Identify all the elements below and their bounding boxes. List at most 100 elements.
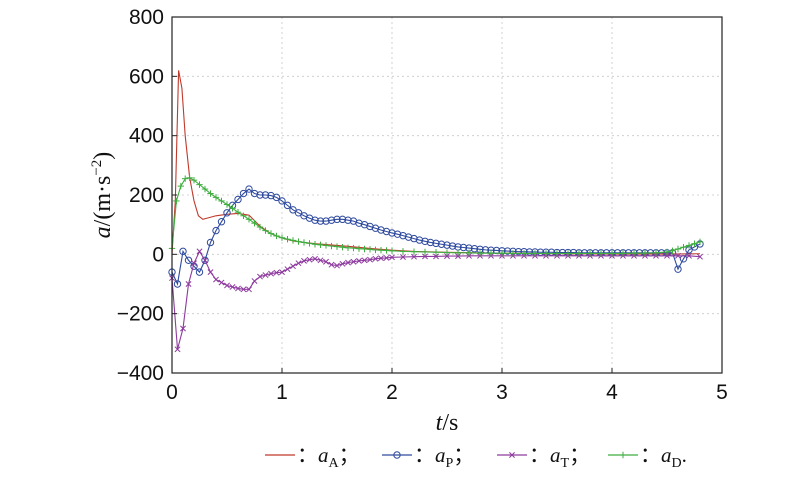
legend-item-t: ：aT； bbox=[497, 443, 590, 471]
series-t-point bbox=[306, 256, 313, 263]
legend-item-d-marker bbox=[619, 451, 627, 459]
series-p-point bbox=[289, 206, 297, 214]
series-p-point bbox=[184, 256, 193, 264]
series-t-point bbox=[389, 254, 395, 261]
series-p-point bbox=[316, 217, 325, 225]
series-p-point bbox=[443, 241, 451, 249]
series-p-point bbox=[223, 209, 231, 217]
series-p-point bbox=[503, 247, 512, 255]
series-d-point bbox=[344, 244, 352, 252]
y-tick-label: 200 bbox=[129, 184, 164, 207]
series-t-point bbox=[367, 256, 373, 263]
series-d-point bbox=[542, 250, 550, 257]
x-axis-label: t/s bbox=[436, 410, 459, 436]
series-d-point bbox=[388, 247, 396, 254]
legend-item-t-label: ：aT； bbox=[529, 443, 590, 471]
series-t-point bbox=[361, 257, 368, 264]
x-axis-unit: /s bbox=[442, 410, 458, 436]
series-p-point bbox=[217, 218, 226, 226]
series-p-point bbox=[404, 233, 413, 241]
series-p-line bbox=[171, 188, 701, 286]
y-tick-label: 800 bbox=[129, 6, 164, 29]
series-d-point bbox=[245, 216, 253, 223]
series-d-point bbox=[685, 242, 693, 249]
series-layer bbox=[168, 70, 704, 353]
series-d-point bbox=[465, 249, 473, 257]
series-p-point bbox=[212, 226, 220, 235]
series-t-point bbox=[290, 263, 296, 270]
series-p-point bbox=[437, 240, 446, 248]
legend-item-p-var: a bbox=[435, 443, 446, 467]
series-p-point bbox=[173, 280, 182, 288]
legend-item-t-var: a bbox=[550, 443, 561, 467]
legend-item-p-sep: ； bbox=[453, 443, 474, 467]
series-t bbox=[169, 248, 703, 353]
series-d-point bbox=[173, 197, 180, 205]
series-d-point bbox=[564, 250, 572, 257]
series-t-point bbox=[323, 258, 329, 265]
x-tick-label: 0 bbox=[166, 381, 178, 404]
series-p-point bbox=[448, 242, 457, 250]
series-d-point bbox=[476, 249, 484, 257]
series-t-point bbox=[697, 253, 703, 260]
series-d-point bbox=[454, 249, 462, 257]
series-d-point bbox=[284, 236, 291, 243]
y-axis-close: ) bbox=[90, 152, 116, 160]
series-p-point bbox=[206, 238, 215, 247]
series-t-point bbox=[246, 286, 252, 293]
series-d-point bbox=[361, 245, 368, 253]
series-t-point bbox=[339, 260, 346, 267]
series-t-point bbox=[350, 258, 357, 265]
series-p-point bbox=[239, 189, 248, 198]
series-t-point bbox=[328, 261, 335, 268]
legend-item-p-marker bbox=[393, 451, 401, 459]
y-axis-exponent: −2 bbox=[89, 160, 105, 176]
series-d-point bbox=[229, 205, 236, 212]
series-d-point bbox=[201, 185, 209, 193]
series-t-point bbox=[664, 252, 670, 259]
series-t-point bbox=[444, 253, 450, 260]
series-d-point bbox=[355, 245, 363, 252]
series-d-point bbox=[674, 245, 682, 253]
series-t-point bbox=[202, 257, 208, 264]
series-p-point bbox=[272, 193, 281, 202]
series-d-point bbox=[256, 223, 264, 231]
series-d-point bbox=[328, 242, 335, 250]
legend-item-a-sub: A bbox=[329, 456, 340, 471]
series-t-point bbox=[191, 260, 197, 267]
series-t-point bbox=[180, 325, 186, 332]
legend-item-d: ：aD. bbox=[608, 443, 687, 471]
series-d-point bbox=[177, 182, 184, 190]
series-d-point bbox=[339, 244, 346, 251]
series-a bbox=[171, 70, 701, 255]
series-a-line bbox=[171, 70, 701, 255]
series-t-point bbox=[295, 260, 302, 267]
x-tick-label: 5 bbox=[716, 381, 728, 404]
series-p bbox=[168, 185, 704, 288]
series-p-point bbox=[278, 197, 286, 205]
series-d-point bbox=[240, 212, 247, 219]
series-p-point bbox=[234, 195, 242, 204]
series-p-point bbox=[294, 209, 303, 217]
series-t-point bbox=[433, 253, 439, 260]
series-p-point bbox=[179, 247, 187, 256]
series-d-point bbox=[443, 249, 451, 256]
series-d-point bbox=[641, 249, 649, 257]
series-d-point bbox=[696, 238, 704, 246]
series-p-point bbox=[250, 189, 259, 198]
series-t-point bbox=[273, 269, 280, 276]
series-p-point bbox=[261, 191, 270, 199]
series-d-point bbox=[333, 243, 341, 250]
legend-item-d-sep: . bbox=[682, 443, 687, 467]
series-d-point bbox=[630, 249, 638, 257]
y-tick-label: 400 bbox=[129, 125, 164, 148]
series-d-point bbox=[421, 248, 429, 256]
series-d-point bbox=[586, 250, 594, 257]
series-t-point bbox=[372, 255, 379, 262]
series-t-point bbox=[284, 266, 291, 273]
series-t-point bbox=[262, 272, 269, 279]
x-tick-label: 4 bbox=[606, 381, 618, 404]
series-d-point bbox=[306, 240, 313, 247]
series-d-point bbox=[432, 249, 440, 256]
